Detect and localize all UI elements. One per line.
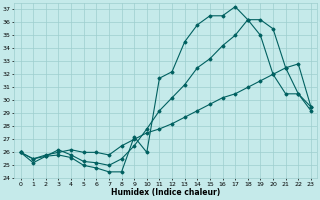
X-axis label: Humidex (Indice chaleur): Humidex (Indice chaleur) <box>111 188 220 197</box>
